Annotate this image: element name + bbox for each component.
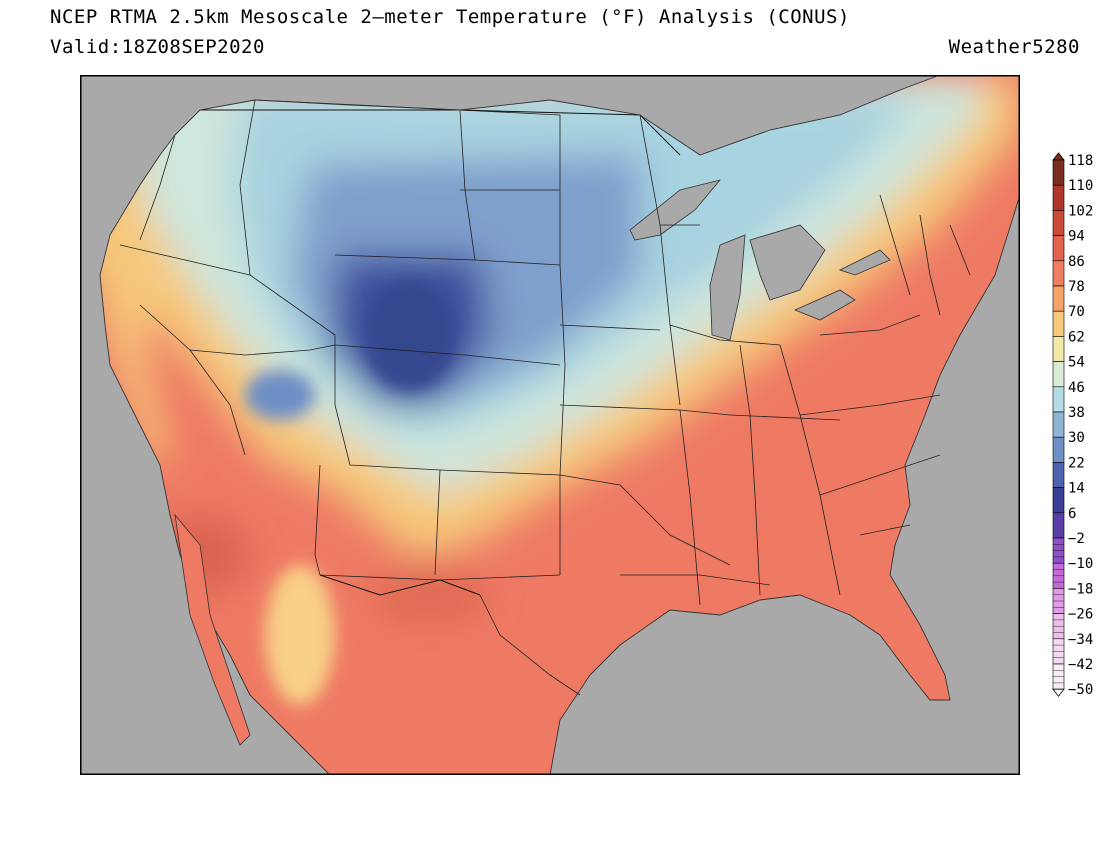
colorbar-label: −2	[1068, 531, 1085, 547]
colorbar-label: 94	[1068, 229, 1085, 245]
colorbar-label: 110	[1068, 178, 1093, 194]
colorbar-swatch	[1052, 210, 1065, 236]
colorbar-label: 6	[1068, 506, 1076, 522]
colorbar-label: 30	[1068, 430, 1085, 446]
colorbar-label: −26	[1068, 607, 1093, 623]
baja-california	[174, 513, 251, 746]
valid-time: Valid:18Z08SEP2020	[50, 36, 265, 58]
colorbar-swatch	[1052, 159, 1065, 186]
colorbar-label: 46	[1068, 380, 1085, 396]
temperature-map	[80, 75, 1020, 775]
national-borders	[200, 109, 681, 596]
map-frame	[80, 75, 1020, 775]
coastline	[99, 75, 1020, 775]
colorbar-swatch	[1052, 462, 1065, 488]
colorbar-swatch	[1052, 336, 1065, 362]
colorbar-swatch	[1052, 512, 1065, 539]
colorbar-svg: 118 110 102 94 86 78 70 62 54 46 38 30 22 14 6 −2 −10 −18…	[1052, 152, 1093, 698]
colorbar-label: 54	[1068, 355, 1085, 371]
colorbar-label: 14	[1068, 481, 1085, 497]
colorbar-label: −50	[1068, 682, 1093, 697]
colorbar-label: 38	[1068, 405, 1085, 421]
colorbar-label: 70	[1068, 304, 1085, 320]
colorbar-label: 62	[1068, 329, 1085, 345]
map-svg	[80, 75, 1020, 775]
colorbar-swatch	[1052, 260, 1065, 287]
colorbar-label: −10	[1068, 556, 1093, 572]
colorbar-label: −42	[1068, 657, 1093, 673]
colorbar-label: −18	[1068, 581, 1093, 597]
colorbar-swatch	[1052, 411, 1065, 438]
colorbar-swatch	[1052, 184, 1065, 211]
colorbar-bottom-arrow	[1052, 688, 1065, 697]
colorbar-swatch	[1052, 310, 1065, 337]
colorbar-label: 78	[1068, 279, 1085, 295]
colorbar-label: −34	[1068, 632, 1093, 648]
credit-label: Weather5280	[948, 36, 1080, 58]
great-lakes	[629, 179, 891, 341]
colorbar-swatch	[1052, 386, 1065, 413]
colorbar-swatch	[1052, 436, 1065, 463]
colorbar-label: 118	[1068, 153, 1093, 169]
map-title: NCEP RTMA 2.5km Mesoscale 2–meter Temper…	[50, 6, 850, 28]
colorbar-swatch	[1052, 285, 1065, 312]
colorbar-swatch	[1052, 487, 1065, 514]
colorbar-swatch	[1052, 361, 1065, 388]
colorbar-top-arrow	[1052, 152, 1065, 161]
colorbar-swatch	[1052, 235, 1065, 262]
colorbar-label: 86	[1068, 254, 1085, 270]
colorbar-label: 22	[1068, 455, 1085, 471]
colorbar-label: 102	[1068, 203, 1093, 219]
temperature-colorbar: 118 110 102 94 86 78 70 62 54 46 38 30 22 14 6 −2 −10 −18…	[1050, 152, 1100, 698]
